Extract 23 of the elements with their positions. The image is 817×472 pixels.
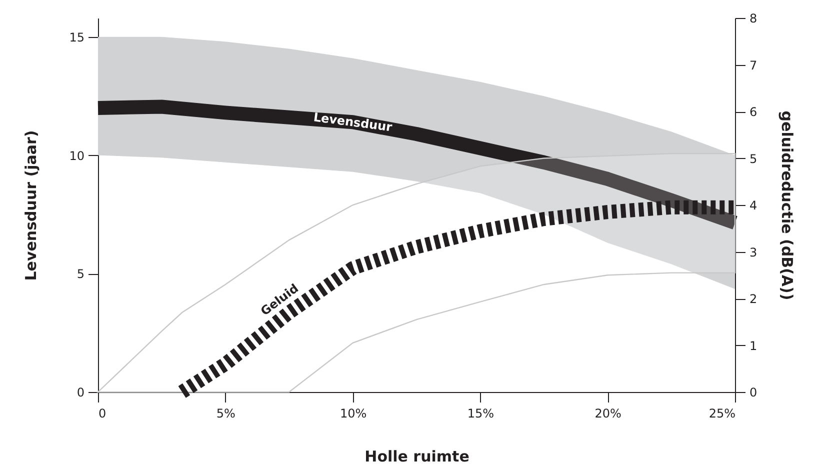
- x-tick-label: 0: [98, 406, 106, 420]
- y2-tick-label: 2: [750, 292, 758, 306]
- y2-tick-label: 4: [750, 198, 758, 212]
- x-axis-title: Holle ruimte: [364, 448, 470, 466]
- x-tick-label: 25%: [708, 406, 736, 420]
- x-tick-label: 10%: [340, 406, 367, 420]
- x-tick-label: 5%: [216, 406, 236, 420]
- y-tick-label: 0: [76, 386, 84, 400]
- y2-tick-label: 0: [750, 386, 758, 400]
- y2-tick-label: 3: [750, 245, 758, 260]
- y-axis-title: Levensduur (jaar): [22, 130, 40, 281]
- y2-tick-label: 5: [750, 152, 758, 166]
- y2-tick-label: 1: [750, 338, 758, 353]
- x-tick-label: 20%: [594, 406, 622, 420]
- y-tick-label: 5: [76, 267, 84, 282]
- y-tick-label: 10: [69, 148, 84, 163]
- x-tick-label: 15%: [467, 406, 494, 420]
- y-tick-label: 15: [69, 30, 84, 44]
- y2-tick-label: 6: [750, 105, 758, 119]
- y2-tick-label: 8: [750, 12, 758, 26]
- y2-tick-label: 7: [750, 58, 758, 72]
- text: Levensduur: [312, 110, 393, 134]
- y2-axis-title: geluidreductie (dB(A)): [778, 110, 796, 300]
